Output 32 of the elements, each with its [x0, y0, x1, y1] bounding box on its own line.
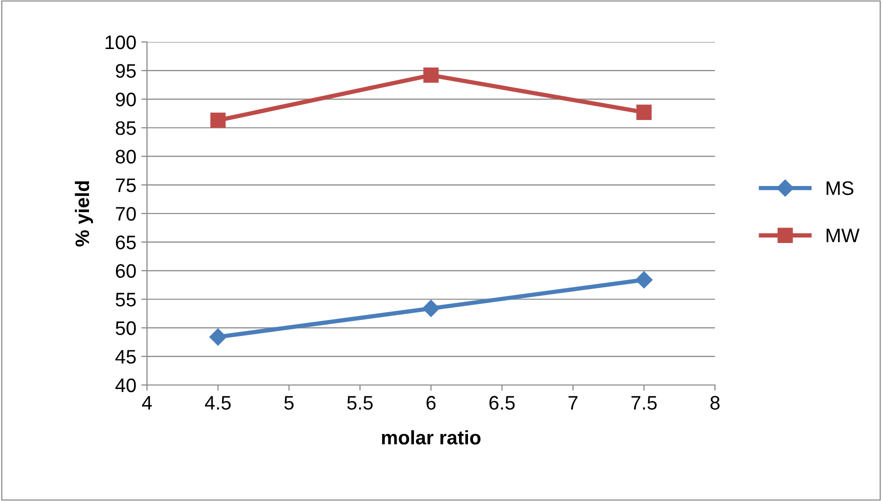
- point: [422, 300, 440, 317]
- y-tick-label: 80: [116, 150, 136, 164]
- y-tick-label: 45: [115, 350, 136, 364]
- x-tick-label: 5: [284, 396, 294, 410]
- y-tick-label: 55: [116, 292, 136, 306]
- x-tick-label: 8: [710, 396, 720, 410]
- y-tick-label: 100: [106, 35, 136, 50]
- x-tick-label: 4: [142, 396, 152, 410]
- legend-label: MW: [826, 228, 860, 242]
- y-tick-label: 40: [115, 378, 136, 392]
- x-tick-label: 7: [568, 396, 578, 410]
- y-axis-title: % yield: [74, 181, 94, 247]
- point: [210, 112, 226, 128]
- point: [423, 68, 439, 83]
- x-tick-label: 5.5: [347, 396, 373, 410]
- point: [209, 328, 227, 346]
- point: [635, 271, 653, 288]
- y-tick-label: 70: [116, 206, 136, 221]
- y-tick-label: 75: [116, 178, 136, 192]
- y-tick-label: 90: [116, 92, 136, 106]
- x-tick-label: 6.5: [489, 396, 515, 410]
- x-axis-title: molar ratio: [382, 430, 480, 444]
- y-tick-label: 65: [116, 236, 136, 250]
- y-tick-label: 60: [116, 264, 136, 278]
- x-tick-label: 6: [426, 396, 436, 410]
- y-tick-label: 95: [116, 64, 136, 78]
- legend-label: MS: [826, 181, 854, 196]
- x-tick-label: 7.5: [631, 396, 657, 410]
- x-tick-label: 4.5: [204, 396, 231, 410]
- point: [636, 104, 652, 120]
- y-tick-label: 50: [116, 321, 136, 336]
- y-tick-label: 85: [116, 121, 136, 135]
